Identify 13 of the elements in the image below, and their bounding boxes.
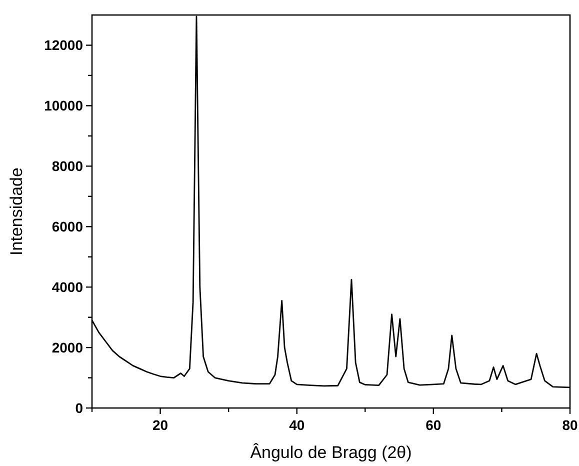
x-tick-label: 20 xyxy=(152,417,168,433)
y-tick-label: 6000 xyxy=(52,218,84,235)
x-tick-label: 80 xyxy=(562,417,578,433)
x-axis-title: Ângulo de Bragg (2θ) xyxy=(250,443,412,462)
y-tick-label: 0 xyxy=(75,400,84,416)
x-tick-label: 40 xyxy=(289,417,305,433)
x-tick-label: 60 xyxy=(426,417,442,433)
y-tick-label: 10000 xyxy=(44,98,84,114)
y-tick-label: 2000 xyxy=(52,339,84,356)
y-tick-label: 4000 xyxy=(52,278,84,295)
y-tick-label: 12000 xyxy=(44,37,84,54)
y-axis-title: Intensidade xyxy=(7,168,26,256)
y-tick-label: 8000 xyxy=(52,158,84,174)
